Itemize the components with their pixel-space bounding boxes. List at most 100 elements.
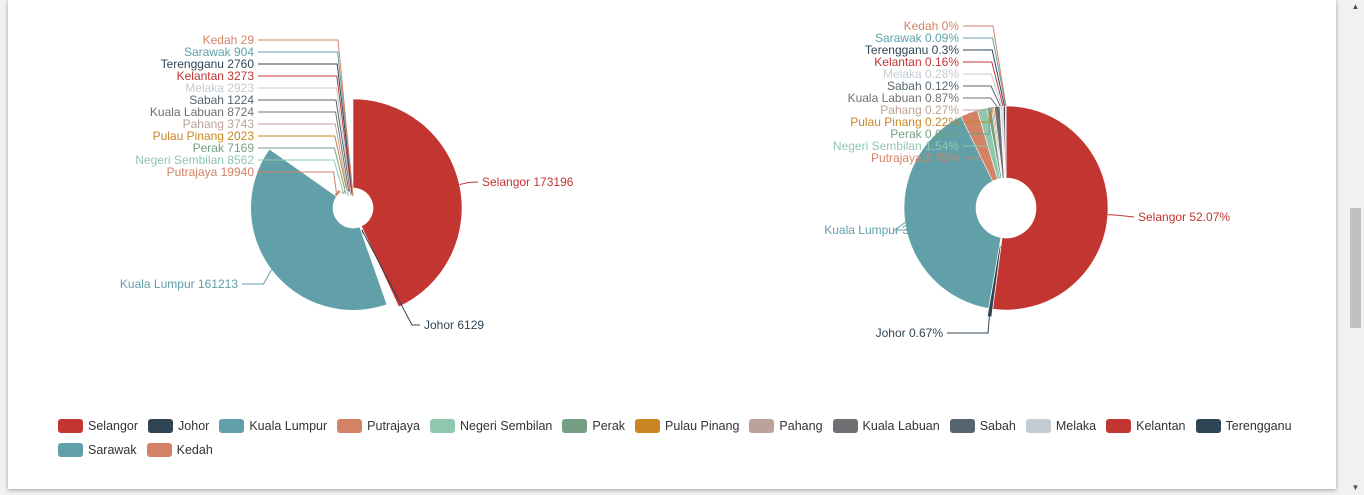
label-leader-line [963, 49, 1005, 107]
legend-item[interactable]: Sarawak [58, 438, 137, 462]
chart-legend: Selangor Johor Kuala Lumpur Putrajaya Negeri… [58, 414, 1328, 462]
legend-item[interactable]: Putrajaya [337, 414, 420, 438]
label-leader-line [963, 112, 990, 159]
slice-label: Pahang 0.27% [880, 103, 959, 117]
scrollbar-thumb[interactable] [1350, 208, 1361, 328]
label-leader-line [242, 269, 272, 285]
label-leader-line [258, 87, 352, 195]
label-leader-line [258, 99, 352, 196]
legend-item[interactable]: Kuala Labuan [832, 414, 940, 438]
legend-swatch [58, 443, 83, 457]
legend-swatch [1025, 419, 1051, 433]
label-leader-line [963, 73, 1003, 107]
legend-swatch [146, 443, 172, 457]
legend-label: Kuala Lumpur [249, 419, 328, 433]
slice-label: Kedah 29 [203, 33, 255, 47]
label-leader-line [258, 159, 345, 195]
label-leader-line [963, 37, 1007, 107]
pie-slice[interactable] [352, 98, 463, 308]
legend-swatch [1106, 419, 1132, 433]
legend-swatch [148, 419, 174, 433]
slice-label: Putrajaya 2.75% [871, 151, 959, 165]
label-leader-line [963, 61, 1004, 107]
pie-slice[interactable] [992, 105, 1109, 311]
pie-chart-1: Selangor 173196 Johor 6129 Kuala Lumpur 16… [120, 33, 574, 332]
chart-panel: Selangor 173196 Johor 6129 Kuala Lumpur 16… [8, 0, 1336, 489]
slice-label: Kuala Labuan 0.87% [848, 91, 960, 105]
label-leader-line [963, 106, 993, 123]
slice-label: Pulau Pinang 2023 [153, 129, 255, 143]
legend-swatch [749, 419, 775, 433]
slice-label: Negeri Sembilan 1.54% [833, 139, 959, 153]
legend-swatch [949, 419, 975, 433]
slice-label: Melaka 2923 [185, 81, 254, 95]
legend-swatch [832, 419, 858, 433]
legend-item[interactable]: Kuala Lumpur [219, 414, 327, 438]
legend-swatch [1195, 419, 1221, 433]
slice-label: Kelantan 0.16% [874, 55, 959, 69]
legend-item[interactable]: Kelantan [1106, 414, 1186, 438]
legend-item[interactable]: Pulau Pinang [635, 414, 739, 438]
legend-swatch [219, 419, 245, 433]
legend-label: Terengganu [1225, 419, 1292, 433]
label-leader-line [258, 39, 354, 197]
legend-item[interactable]: Johor [148, 414, 209, 438]
label-leader-line [258, 111, 350, 192]
legend-item[interactable]: Sabah [949, 414, 1016, 438]
legend-item[interactable]: Perak [562, 414, 625, 438]
slice-label: Kelantan 3273 [177, 69, 255, 83]
slice-label: Johor 6129 [424, 318, 484, 332]
legend-label: Melaka [1055, 419, 1097, 433]
legend-label: Selangor [88, 419, 139, 433]
slice-label: Sarawak 904 [184, 45, 254, 59]
slice-label: Kuala Labuan 8724 [150, 105, 254, 119]
label-leader-line [258, 75, 353, 195]
label-leader-line [963, 107, 990, 135]
slice-label: Perak 0.69% [890, 127, 959, 141]
label-leader-line [459, 181, 479, 186]
pie-slice[interactable] [903, 116, 1002, 309]
scroll-up-arrow-icon[interactable]: ▲ [1351, 2, 1360, 11]
slice-label: Putrajaya 19940 [167, 165, 255, 179]
label-leader-line [258, 63, 354, 195]
label-leader-line [963, 85, 1001, 107]
pie-slice[interactable] [250, 148, 388, 311]
pie-chart-2: Selangor 52.07% Johor 0.67% Kuala Lumpur 3… [824, 19, 1230, 340]
pie-charts-canvas: Selangor 173196 Johor 6129 Kuala Lumpur 16… [120, 19, 1230, 340]
legend-label: Johor [178, 419, 210, 433]
slice-label: Selangor 52.07% [1138, 210, 1230, 224]
slice-label: Kuala Lumpur 161213 [120, 277, 238, 291]
scroll-down-arrow-icon[interactable]: ▼ [1351, 483, 1360, 492]
slice-label: Selangor 173196 [482, 175, 574, 189]
slice-label: Terengganu 0.3% [865, 43, 959, 57]
legend-label: Putrajaya [367, 419, 420, 433]
label-leader-line [258, 147, 347, 194]
label-leader-line [947, 316, 990, 334]
legend-item[interactable]: Selangor [58, 414, 138, 438]
label-leader-line [258, 171, 337, 192]
slice-label: Pahang 3743 [183, 117, 255, 131]
legend-label: Kedah [176, 443, 213, 457]
label-leader-line [1107, 214, 1135, 218]
legend-label: Pahang [779, 419, 823, 433]
legend-item[interactable]: Kedah [146, 438, 213, 462]
slice-label: Kuala Lumpur 39.97% [824, 223, 943, 237]
slice-label: Terengganu 2760 [161, 57, 255, 71]
legend-swatch [337, 419, 363, 433]
vertical-scrollbar[interactable]: ▲ ▼ [1347, 0, 1364, 495]
legend-label: Pulau Pinang [665, 419, 740, 433]
slice-label: Johor 0.67% [876, 326, 944, 340]
slice-label: Negeri Sembilan 8562 [135, 153, 254, 167]
legend-item[interactable]: Negeri Sembilan [429, 414, 552, 438]
slice-label: Sabah 1224 [189, 93, 254, 107]
legend-item[interactable]: Pahang [749, 414, 823, 438]
legend-label: Kelantan [1136, 419, 1186, 433]
label-leader-line [963, 106, 994, 111]
label-leader-line [963, 25, 1007, 107]
label-leader-line [361, 229, 420, 326]
pie-slice[interactable] [333, 189, 342, 197]
legend-swatch [635, 419, 661, 433]
label-leader-line [258, 135, 349, 196]
legend-item[interactable]: Melaka [1025, 414, 1097, 438]
legend-item[interactable]: Terengganu [1195, 414, 1292, 438]
